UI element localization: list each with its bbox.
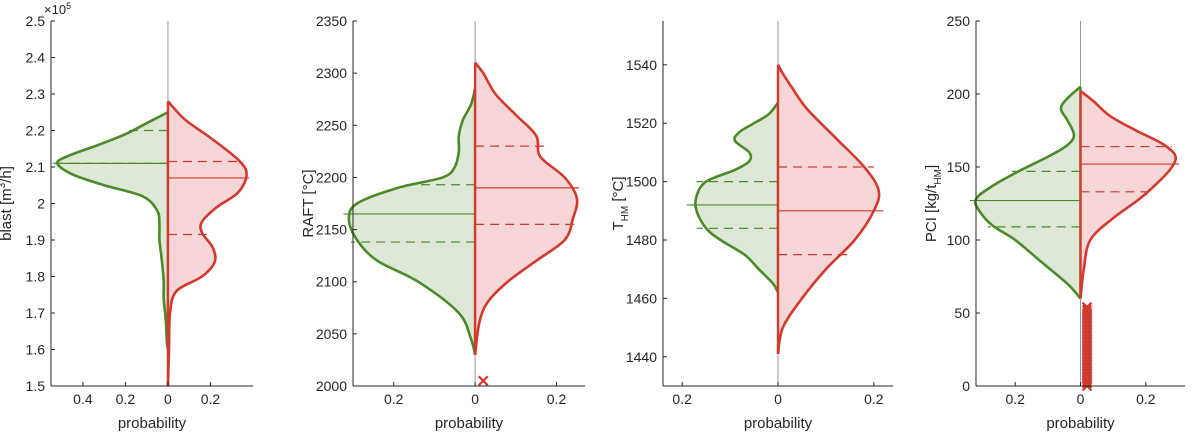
x-tick-label: 0.2 bbox=[547, 391, 567, 407]
y-label-sub: HM bbox=[933, 169, 944, 185]
y-tick-label: 250 bbox=[947, 13, 971, 29]
x-tick-label: 0.2 bbox=[864, 391, 884, 407]
y-tick-label: 2050 bbox=[316, 326, 347, 342]
x-tick-label: 0.2 bbox=[384, 391, 404, 407]
y-label-main: T bbox=[610, 221, 627, 230]
y-tick-label: 100 bbox=[947, 232, 971, 248]
x-tick-label: 0.2 bbox=[201, 391, 221, 407]
left-violin-outline bbox=[694, 101, 780, 294]
subplot-1: 1.5 1.6 1.7 1.8 1.9 2 2.1 2.2 2.3 2.4 2.5 0.4 0.2 0 0.… bbox=[0, 13, 253, 432]
y-tick-label: 2.3 bbox=[26, 86, 46, 102]
right-violin-fill bbox=[167, 101, 247, 387]
y-tick-label: 1.9 bbox=[26, 232, 46, 248]
y-label-sup: 3 bbox=[0, 182, 8, 188]
x-tick-label: 0.4 bbox=[73, 391, 93, 407]
left-violin-fill bbox=[57, 112, 168, 350]
subplot-1-scale-note: ×105 bbox=[44, 1, 71, 17]
right-violin-fill bbox=[475, 62, 578, 355]
y-label-sub: HM bbox=[620, 206, 631, 222]
left-violin-outline bbox=[347, 88, 477, 356]
y-label-tail: ] bbox=[923, 165, 940, 169]
y-tick-label: 0 bbox=[962, 378, 970, 394]
outlier-marker bbox=[1081, 301, 1093, 313]
x-tick-label: 0 bbox=[774, 391, 782, 407]
right-violin-outline bbox=[1079, 90, 1178, 299]
y-tick-label: 1.8 bbox=[26, 269, 46, 285]
y-axis-label: blast [m3/h] bbox=[0, 166, 15, 241]
subplot-4: 0 50 100 150 200 250 0.2 0 0.2 probability PCI [kg… bbox=[923, 13, 1185, 432]
y-axis-label: RAFT [°C] bbox=[300, 169, 317, 237]
x-tick-label: 0.2 bbox=[116, 391, 136, 407]
left-violin-fill bbox=[695, 102, 778, 293]
y-tick-label: 2200 bbox=[316, 169, 347, 185]
right-violin-fill bbox=[1080, 91, 1176, 299]
x-axis-label: probability bbox=[1046, 415, 1115, 432]
x-tick-label: 0 bbox=[164, 391, 172, 407]
y-label-main: blast [m bbox=[0, 188, 15, 241]
right-violin-outline bbox=[473, 61, 579, 355]
x-tick-label: 0 bbox=[1077, 391, 1085, 407]
y-tick-label: 200 bbox=[947, 86, 971, 102]
y-tick-label: 2000 bbox=[316, 378, 347, 394]
right-violin-outline bbox=[776, 64, 881, 355]
x-tick-label: 0.2 bbox=[1136, 391, 1156, 407]
y-tick-label: 1.5 bbox=[26, 378, 46, 394]
y-tick-label: 1500 bbox=[626, 174, 657, 190]
y-tick-label: 150 bbox=[947, 159, 971, 175]
right-violin-fill bbox=[778, 64, 880, 354]
x-tick-label: 0.2 bbox=[672, 391, 692, 407]
y-tick-label: 1520 bbox=[626, 115, 657, 131]
outlier-stroke bbox=[477, 375, 489, 387]
y-tick-label: 1480 bbox=[626, 232, 657, 248]
y-tick-label: 2300 bbox=[316, 65, 347, 81]
outlier-stroke bbox=[1081, 304, 1093, 316]
left-violin-outline bbox=[56, 111, 170, 350]
outlier-marker bbox=[477, 375, 489, 387]
outlier-marker bbox=[1081, 304, 1093, 316]
y-label-main: RAFT [°C] bbox=[300, 169, 317, 237]
y-tick-label: 1440 bbox=[626, 349, 657, 365]
y-tick-label: 1.7 bbox=[26, 305, 46, 321]
y-tick-label: 2250 bbox=[316, 117, 347, 133]
left-violin-outline bbox=[973, 85, 1082, 300]
y-tick-label: 2.2 bbox=[26, 123, 46, 139]
y-tick-label: 1.6 bbox=[26, 342, 46, 358]
y-tick-label: 50 bbox=[954, 305, 970, 321]
y-tick-label: 2 bbox=[37, 196, 45, 212]
y-tick-label: 2.5 bbox=[26, 13, 46, 29]
y-tick-label: 2100 bbox=[316, 274, 347, 290]
left-violin-fill bbox=[348, 88, 476, 355]
y-axis-label: PCI [kg/tHM] bbox=[923, 165, 944, 242]
y-tick-label: 2150 bbox=[316, 222, 347, 238]
x-axis-label: probability bbox=[435, 415, 504, 432]
outlier-stroke bbox=[1081, 301, 1093, 313]
y-tick-label: 1540 bbox=[626, 57, 657, 73]
subplot-2: 2000 2050 2100 2150 2200 2250 2300 2350 0.2 0 0.2 p… bbox=[300, 13, 585, 432]
y-label-tail: [°C] bbox=[610, 176, 627, 205]
left-violin-fill bbox=[975, 86, 1081, 299]
x-axis-label: probability bbox=[118, 415, 187, 432]
y-tick-label: 1460 bbox=[626, 290, 657, 306]
right-violin-outline bbox=[166, 100, 248, 387]
x-axis-label: probability bbox=[744, 415, 813, 432]
subplot-3: 1440 1460 1480 1500 1520 1540 0.2 0 0.2 probabili… bbox=[610, 21, 893, 432]
y-tick-label: 2.4 bbox=[26, 50, 46, 66]
y-axis-label: THM [°C] bbox=[610, 176, 631, 230]
y-tick-label: 2.1 bbox=[26, 159, 46, 175]
x-tick-label: 0.2 bbox=[1005, 391, 1025, 407]
x-tick-label: 0 bbox=[471, 391, 479, 407]
y-tick-label: 2350 bbox=[316, 13, 347, 29]
y-label-main: PCI [kg/t bbox=[923, 184, 940, 242]
y-label-tail: /h] bbox=[0, 166, 15, 183]
